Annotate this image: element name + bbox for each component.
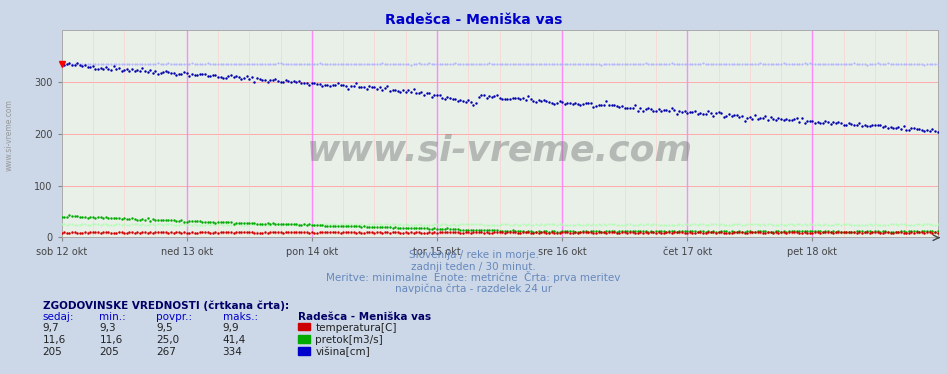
Text: ZGODOVINSKE VREDNOSTI (črtkana črta):: ZGODOVINSKE VREDNOSTI (črtkana črta): — [43, 300, 289, 310]
Text: 9,3: 9,3 — [99, 323, 116, 333]
Text: 9,7: 9,7 — [43, 323, 60, 333]
Text: Radešca - Meniška vas: Radešca - Meniška vas — [298, 312, 432, 322]
Text: maks.:: maks.: — [223, 312, 258, 322]
Text: Slovenija / reke in morje.: Slovenija / reke in morje. — [408, 250, 539, 260]
Text: 334: 334 — [223, 347, 242, 357]
Text: www.si-vreme.com: www.si-vreme.com — [307, 133, 692, 167]
Text: 205: 205 — [43, 347, 63, 357]
Text: Radešca - Meniška vas: Radešca - Meniška vas — [384, 13, 563, 27]
Text: 11,6: 11,6 — [43, 335, 66, 345]
Text: min.:: min.: — [99, 312, 126, 322]
Text: Meritve: minimalne  Enote: metrične  Črta: prva meritev: Meritve: minimalne Enote: metrične Črta:… — [327, 271, 620, 283]
Text: višina[cm]: višina[cm] — [315, 347, 370, 357]
Text: 205: 205 — [99, 347, 119, 357]
Text: 9,9: 9,9 — [223, 323, 240, 333]
Text: 11,6: 11,6 — [99, 335, 123, 345]
Text: 25,0: 25,0 — [156, 335, 179, 345]
Text: 9,5: 9,5 — [156, 323, 173, 333]
Text: zadnji teden / 30 minut.: zadnji teden / 30 minut. — [411, 262, 536, 272]
Text: sedaj:: sedaj: — [43, 312, 74, 322]
Text: 41,4: 41,4 — [223, 335, 246, 345]
Text: temperatura[C]: temperatura[C] — [315, 323, 397, 333]
Text: 267: 267 — [156, 347, 176, 357]
Text: www.si-vreme.com: www.si-vreme.com — [5, 99, 14, 171]
Text: povpr.:: povpr.: — [156, 312, 192, 322]
Text: navpična črta - razdelek 24 ur: navpična črta - razdelek 24 ur — [395, 284, 552, 294]
Text: pretok[m3/s]: pretok[m3/s] — [315, 335, 384, 345]
